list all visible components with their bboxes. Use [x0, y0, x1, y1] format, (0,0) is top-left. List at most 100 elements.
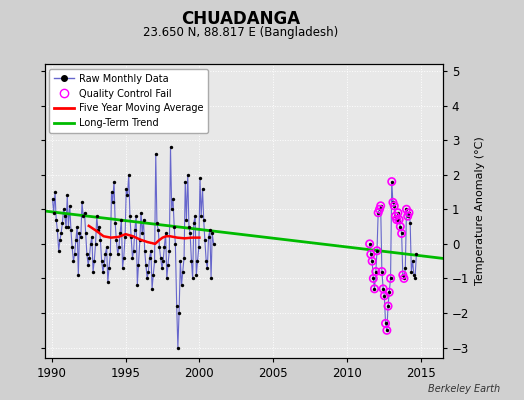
Point — [83, 251, 91, 258]
Point — [132, 213, 140, 219]
Point — [150, 258, 159, 264]
Point — [117, 216, 126, 223]
Point — [121, 234, 129, 240]
Point — [152, 220, 161, 226]
Point — [62, 223, 70, 230]
Point — [166, 144, 174, 150]
Point — [100, 262, 108, 268]
Point — [103, 244, 111, 250]
Point — [192, 272, 201, 278]
Point — [376, 203, 385, 209]
Point — [49, 210, 58, 216]
Point — [148, 286, 156, 292]
Text: CHUADANGA: CHUADANGA — [181, 10, 301, 28]
Point — [59, 206, 68, 212]
Point — [89, 268, 97, 275]
Point — [72, 237, 80, 244]
Point — [403, 213, 412, 219]
Point — [51, 189, 59, 195]
Point — [403, 213, 412, 219]
Point — [383, 327, 391, 334]
Point — [370, 286, 379, 292]
Point — [389, 199, 397, 206]
Point — [191, 213, 199, 219]
Point — [391, 213, 400, 219]
Point — [110, 178, 118, 185]
Point — [406, 220, 414, 226]
Point — [145, 254, 154, 261]
Point — [183, 172, 192, 178]
Point — [399, 272, 407, 278]
Point — [411, 275, 419, 282]
Point — [118, 265, 127, 271]
Point — [108, 199, 117, 206]
Point — [378, 268, 386, 275]
Point — [388, 178, 396, 185]
Point — [374, 210, 383, 216]
Point — [396, 223, 405, 230]
Text: Berkeley Earth: Berkeley Earth — [428, 384, 500, 394]
Point — [96, 237, 105, 244]
Point — [203, 265, 212, 271]
Point — [105, 265, 113, 271]
Point — [176, 258, 184, 264]
Point — [385, 289, 394, 296]
Point — [409, 258, 417, 264]
Point — [88, 234, 96, 240]
Point — [162, 275, 171, 282]
Point — [198, 185, 206, 192]
Point — [56, 237, 64, 244]
Point — [127, 234, 135, 240]
Point — [104, 279, 112, 285]
Text: 23.650 N, 88.817 E (Bangladesh): 23.650 N, 88.817 E (Bangladesh) — [144, 26, 339, 39]
Point — [141, 262, 150, 268]
Point — [368, 258, 376, 264]
Point — [187, 258, 195, 264]
Point — [389, 199, 397, 206]
Point — [128, 254, 137, 261]
Point — [161, 230, 170, 237]
Point — [134, 262, 143, 268]
Point — [48, 196, 57, 202]
Point — [381, 320, 390, 327]
Point — [369, 275, 377, 282]
Point — [151, 151, 160, 157]
Point — [400, 275, 408, 282]
Point — [390, 203, 398, 209]
Point — [210, 241, 218, 247]
Point — [193, 258, 202, 264]
Point — [143, 275, 151, 282]
Point — [95, 223, 103, 230]
Point — [182, 216, 191, 223]
Point — [367, 251, 375, 258]
Point — [170, 223, 178, 230]
Point — [85, 254, 94, 261]
Point — [168, 206, 176, 212]
Point — [396, 223, 405, 230]
Point — [66, 203, 74, 209]
Point — [158, 265, 166, 271]
Point — [58, 220, 67, 226]
Point — [115, 244, 123, 250]
Point — [372, 268, 380, 275]
Point — [378, 268, 386, 275]
Point — [75, 230, 84, 237]
Point — [160, 244, 169, 250]
Point — [54, 248, 63, 254]
Point — [208, 230, 216, 237]
Y-axis label: Temperature Anomaly (°C): Temperature Anomaly (°C) — [475, 137, 485, 285]
Point — [80, 210, 89, 216]
Point — [386, 275, 395, 282]
Point — [380, 292, 389, 299]
Point — [391, 213, 400, 219]
Point — [179, 268, 187, 275]
Point — [159, 258, 167, 264]
Point — [165, 248, 173, 254]
Point — [180, 254, 188, 261]
Point — [190, 220, 198, 226]
Point — [69, 258, 78, 264]
Point — [107, 189, 116, 195]
Point — [90, 258, 99, 264]
Point — [370, 286, 379, 292]
Point — [70, 251, 79, 258]
